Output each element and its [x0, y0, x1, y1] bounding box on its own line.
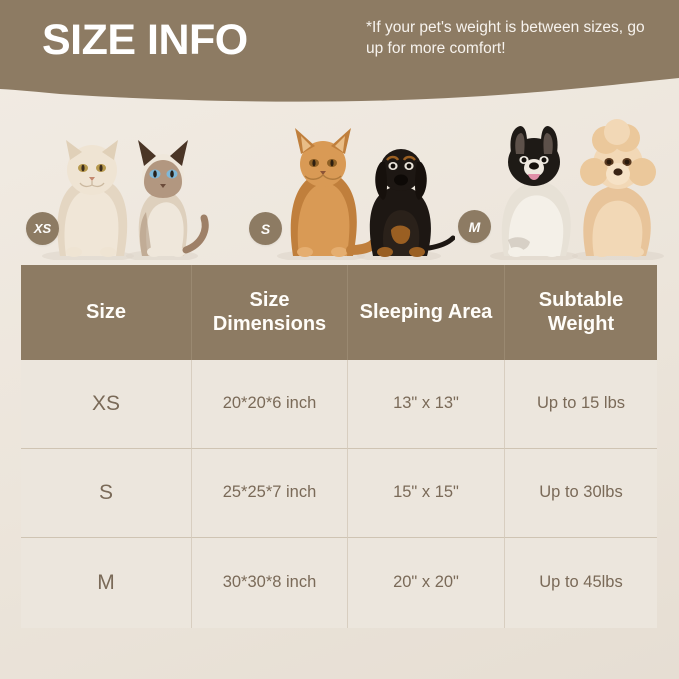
pet-group-m — [478, 110, 674, 260]
cell-size: XS — [21, 360, 192, 449]
table-row: M 30*30*8 inch 20" x 20" Up to 45lbs — [21, 538, 657, 628]
column-header-subtable-weight: Subtable Weight — [505, 265, 657, 360]
page-title: SIZE INFO — [42, 16, 248, 64]
size-badge-xs: XS — [26, 212, 59, 245]
pet-illustration-xs-cats — [42, 140, 209, 260]
table-row: S 25*25*7 inch 15" x 15" Up to 30lbs — [21, 449, 657, 538]
pet-illustration-s-pets — [277, 128, 455, 260]
cell-sleeping-area: 15" x 15" — [348, 449, 505, 538]
pet-group-xs — [30, 110, 220, 260]
cell-size-dimensions: 30*30*8 inch — [192, 538, 348, 628]
table-row: XS 20*20*6 inch 13" x 13" Up to 15 lbs — [21, 360, 657, 449]
cell-sleeping-area: 20" x 20" — [348, 538, 505, 628]
pet-group-s — [265, 110, 455, 260]
pet-illustration-m-dogs — [490, 119, 664, 260]
sizing-note: *If your pet's weight is between sizes, … — [366, 19, 645, 57]
table-header-row: Size Size Dimensions Sleeping Area Subta… — [21, 265, 657, 360]
column-header-size-dimensions: Size Dimensions — [192, 265, 348, 360]
size-badge-s: S — [249, 212, 282, 245]
cell-subtable-weight: Up to 15 lbs — [505, 360, 657, 449]
column-header-sleeping-area: Sleeping Area — [348, 265, 505, 360]
header-wave-shape — [0, 0, 679, 102]
cell-size-dimensions: 20*20*6 inch — [192, 360, 348, 449]
size-badge-m: M — [458, 210, 491, 243]
header-banner: SIZE INFO *If your pet's weight is betwe… — [0, 0, 679, 112]
cell-size: S — [21, 449, 192, 538]
size-table: Size Size Dimensions Sleeping Area Subta… — [21, 265, 657, 628]
cell-size-dimensions: 25*25*7 inch — [192, 449, 348, 538]
pet-photo-strip — [0, 104, 679, 260]
cell-subtable-weight: Up to 45lbs — [505, 538, 657, 628]
cell-sleeping-area: 13" x 13" — [348, 360, 505, 449]
cell-subtable-weight: Up to 30lbs — [505, 449, 657, 538]
column-header-size: Size — [21, 265, 192, 360]
cell-size: M — [21, 538, 192, 628]
